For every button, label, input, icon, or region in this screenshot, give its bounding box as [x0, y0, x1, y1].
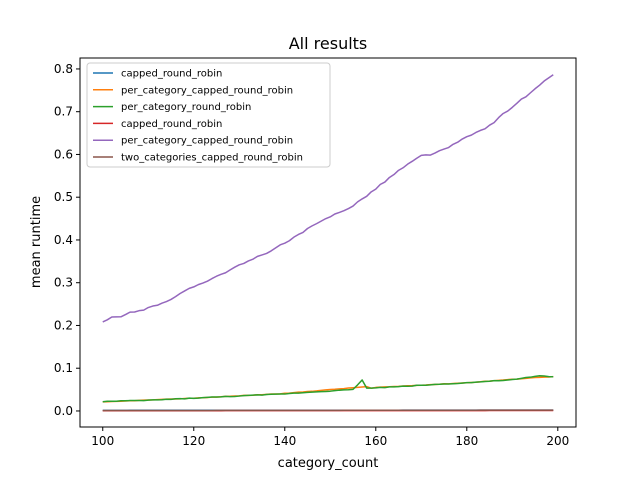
legend-label: two_categories_capped_round_robin	[121, 153, 303, 164]
y-tick-label: 0.5	[54, 190, 73, 204]
y-tick-label: 0.3	[54, 276, 73, 290]
y-axis-label: mean runtime	[29, 196, 44, 288]
y-tick-label: 0.2	[54, 318, 73, 332]
series-line-4	[102, 74, 554, 323]
x-tick-label: 120	[182, 434, 205, 448]
series-line-2	[102, 375, 554, 403]
x-tick-label: 200	[546, 434, 569, 448]
x-axis-label: category_count	[278, 456, 379, 471]
y-tick-label: 0.1	[54, 361, 73, 375]
legend-label: per_category_capped_round_robin	[121, 136, 293, 147]
x-tick-label: 100	[91, 434, 114, 448]
chart-title: All results	[289, 34, 368, 53]
y-tick-label: 0.8	[54, 62, 73, 76]
legend: capped_round_robin per_category_capped_ro…	[86, 62, 331, 168]
y-tick-label: 0.7	[54, 105, 73, 119]
legend-label: capped_round_robin	[121, 69, 222, 80]
y-tick-label: 0.4	[54, 233, 73, 247]
y-tick-label: 0.6	[54, 147, 73, 161]
x-tick-label: 160	[364, 434, 387, 448]
legend-label: per_category_round_robin	[121, 102, 251, 113]
legend-box	[86, 62, 331, 168]
legend-label: capped_round_robin	[121, 119, 222, 130]
legend-label: per_category_capped_round_robin	[121, 85, 293, 96]
x-axis: 100 120 140 160 180 200	[91, 427, 569, 448]
y-tick-label: 0.0	[54, 404, 73, 418]
y-axis: 0.0 0.1 0.2 0.3 0.4 0.5 0.6 0.7 0.8	[54, 62, 80, 418]
plot-frame	[79, 57, 577, 428]
x-tick-label: 180	[455, 434, 478, 448]
plot-lines	[102, 74, 554, 412]
x-tick-label: 140	[273, 434, 296, 448]
